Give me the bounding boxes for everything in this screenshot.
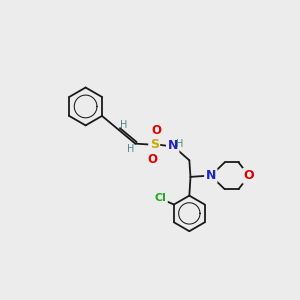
Text: O: O bbox=[152, 124, 161, 137]
Text: H: H bbox=[127, 144, 134, 154]
Text: O: O bbox=[244, 169, 254, 182]
Text: N: N bbox=[206, 169, 216, 182]
Text: N: N bbox=[167, 140, 178, 152]
Text: H: H bbox=[120, 120, 127, 130]
Text: S: S bbox=[150, 138, 159, 151]
Text: Cl: Cl bbox=[154, 193, 166, 202]
Text: O: O bbox=[147, 153, 157, 166]
Text: H: H bbox=[176, 139, 183, 149]
